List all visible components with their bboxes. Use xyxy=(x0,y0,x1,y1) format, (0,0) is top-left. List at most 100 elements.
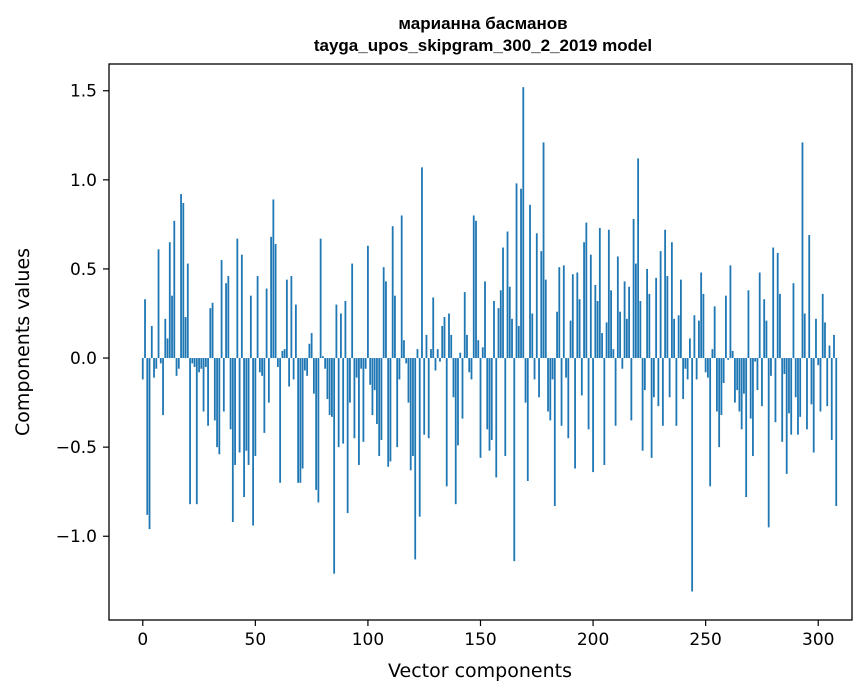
y-tick-label: 1.0 xyxy=(70,171,97,191)
bar-260 xyxy=(727,358,730,360)
bar-136 xyxy=(448,313,450,359)
bar-71 xyxy=(301,358,304,469)
bar-96 xyxy=(358,358,360,465)
bar-117 xyxy=(405,358,408,364)
bar-168 xyxy=(520,188,522,359)
bar-20 xyxy=(186,263,189,359)
bar-31 xyxy=(211,302,214,359)
bar-64 xyxy=(285,279,288,359)
bar-155 xyxy=(490,358,493,441)
bar-138 xyxy=(452,358,455,398)
bar-4 xyxy=(150,325,153,359)
bar-115 xyxy=(400,215,403,359)
bar-208 xyxy=(610,290,612,359)
bar-255 xyxy=(716,358,718,412)
bar-198 xyxy=(587,358,590,430)
bar-120 xyxy=(412,358,414,457)
bar-277 xyxy=(765,320,768,359)
bar-256 xyxy=(718,358,721,448)
bar-84 xyxy=(331,358,333,417)
bar-242 xyxy=(686,358,689,380)
bar-83 xyxy=(328,358,331,416)
bar-259 xyxy=(725,295,727,359)
bar-201 xyxy=(594,284,597,359)
bar-306 xyxy=(830,358,833,441)
bar-265 xyxy=(738,358,741,412)
bar-80 xyxy=(321,356,324,359)
bar-204 xyxy=(601,333,603,359)
bar-294 xyxy=(803,313,806,359)
bar-140 xyxy=(457,358,459,446)
bar-28 xyxy=(204,358,207,367)
bar-133 xyxy=(441,325,444,359)
bar-151 xyxy=(481,347,484,359)
bar-283 xyxy=(779,293,781,359)
bar-50 xyxy=(254,358,257,457)
bar-286 xyxy=(785,358,788,474)
bar-227 xyxy=(652,358,655,398)
bar-188 xyxy=(565,358,567,378)
bar-43 xyxy=(238,358,241,453)
plot-frame xyxy=(108,63,853,621)
bar-190 xyxy=(569,320,572,359)
bar-269 xyxy=(747,290,750,359)
bar-124 xyxy=(421,167,423,359)
bar-108 xyxy=(385,281,387,359)
chart-title-line-1: марианна басманов xyxy=(398,14,567,33)
bar-288 xyxy=(790,358,793,435)
bar-282 xyxy=(776,252,779,359)
bar-162 xyxy=(506,231,509,359)
bar-series xyxy=(141,87,838,592)
bar-113 xyxy=(396,358,399,448)
y-axis-label: Components values xyxy=(12,248,34,436)
bar-235 xyxy=(670,242,673,359)
x-tick-label: 200 xyxy=(577,630,609,650)
bar-245 xyxy=(693,315,696,359)
bar-275 xyxy=(761,358,763,407)
bar-185 xyxy=(558,267,561,359)
bar-300 xyxy=(817,358,820,366)
bar-181 xyxy=(549,358,552,421)
x-tick-label: 0 xyxy=(137,630,148,650)
bar-233 xyxy=(666,276,669,359)
bar-199 xyxy=(589,254,592,359)
bar-240 xyxy=(682,358,685,400)
bar-144 xyxy=(466,334,468,359)
bar-23 xyxy=(193,358,196,367)
bar-281 xyxy=(774,358,777,423)
bar-266 xyxy=(740,358,743,430)
bar-187 xyxy=(562,265,565,359)
bar-53 xyxy=(261,358,263,376)
bar-223 xyxy=(643,358,646,391)
bar-205 xyxy=(603,358,606,465)
bar-166 xyxy=(515,183,518,359)
bar-247 xyxy=(698,320,700,359)
bar-129 xyxy=(432,297,435,359)
bar-49 xyxy=(252,358,254,526)
bar-243 xyxy=(688,338,691,359)
bar-219 xyxy=(634,263,637,359)
bar-236 xyxy=(673,318,676,359)
bar-70 xyxy=(299,358,302,483)
bar-35 xyxy=(220,260,223,359)
bar-169 xyxy=(522,87,525,359)
bar-192 xyxy=(574,358,576,469)
bar-211 xyxy=(616,256,619,359)
bar-308 xyxy=(835,358,838,506)
bar-156 xyxy=(493,301,495,359)
bar-176 xyxy=(538,358,540,398)
bar-237 xyxy=(675,358,678,426)
bar-60 xyxy=(276,358,279,367)
bar-109 xyxy=(387,358,390,467)
bar-299 xyxy=(815,318,817,359)
bar-55 xyxy=(265,288,268,359)
bar-12 xyxy=(168,242,171,359)
bar-234 xyxy=(668,358,671,398)
bar-95 xyxy=(355,358,358,378)
bar-246 xyxy=(695,358,698,380)
bar-225 xyxy=(648,293,651,359)
bar-262 xyxy=(731,350,734,359)
bar-51 xyxy=(256,276,259,359)
bar-279 xyxy=(770,358,772,376)
bar-298 xyxy=(812,358,815,453)
